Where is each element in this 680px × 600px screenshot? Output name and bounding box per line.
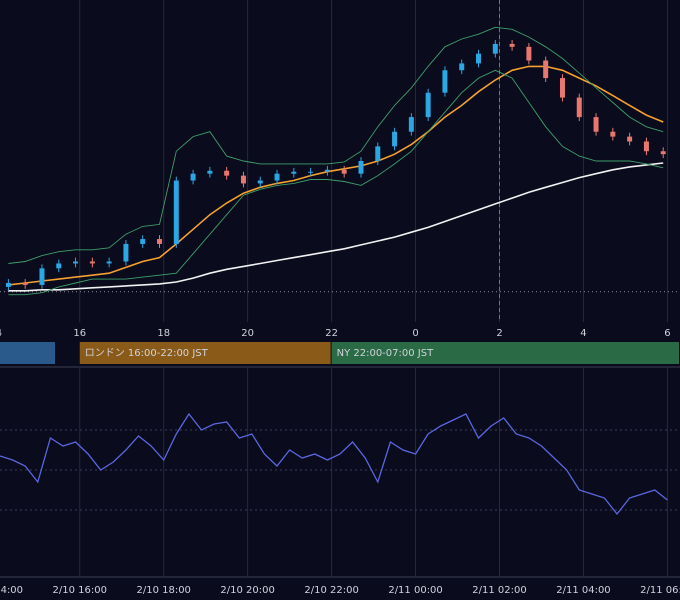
candle-body: [509, 43, 515, 47]
x-tick-label: 18: [157, 328, 170, 339]
candle-body: [224, 170, 230, 176]
x-tick-label: 2/10 14:00: [0, 585, 23, 596]
x-tick-label: 2/10 16:00: [53, 585, 107, 596]
candle-body: [73, 261, 79, 264]
indicator-line: [8, 26, 664, 264]
candle-body: [643, 141, 649, 152]
session-box: [331, 342, 679, 364]
indicator-line: [8, 69, 664, 296]
candle-body: [576, 97, 582, 118]
candle-body: [459, 63, 465, 71]
indicator-line: [8, 162, 664, 292]
candle-body: [157, 239, 163, 244]
x-tick-label: 2/10 22:00: [304, 585, 358, 596]
candle-body: [358, 161, 364, 174]
candle-body: [492, 43, 498, 54]
x-tick-label: 0: [412, 328, 418, 339]
candle-body: [123, 243, 129, 262]
x-tick-label: 2/11 00:00: [388, 585, 442, 596]
candle-body: [425, 92, 431, 118]
candle-body: [375, 146, 381, 161]
candle-body: [392, 131, 398, 147]
candle-body: [543, 60, 549, 79]
candle-body: [291, 171, 297, 174]
session-box: [0, 342, 55, 364]
x-tick-label: 2/11 02:00: [472, 585, 526, 596]
x-tick-label: 2/11 06:00: [640, 585, 680, 596]
session-label: NY 22:00-07:00 JST: [337, 348, 434, 359]
x-tick-label: 20: [241, 328, 254, 339]
candle-body: [89, 261, 95, 264]
candle-body: [190, 173, 196, 181]
candle-body: [5, 282, 11, 287]
candle-body: [274, 173, 280, 181]
candle-body: [106, 261, 112, 264]
candle-body: [173, 180, 179, 244]
candle-body: [660, 151, 666, 155]
x-tick-label: 6: [664, 328, 670, 339]
candle-body: [56, 263, 62, 269]
candle-body: [257, 180, 263, 184]
candle-body: [408, 117, 414, 132]
candle-body: [442, 70, 448, 93]
session-label: ロンドン 16:00-22:00 JST: [85, 348, 209, 359]
oscillator-line: [0, 412, 668, 516]
candle-body: [240, 175, 246, 184]
x-tick-label: 14: [0, 328, 2, 339]
x-tick-label: 4: [580, 328, 586, 339]
candle-body: [22, 282, 28, 285]
x-tick-label: 16: [73, 328, 86, 339]
candle-body: [610, 131, 616, 137]
x-tick-label: 2/11 04:00: [556, 585, 610, 596]
x-tick-label: 2/10 20:00: [220, 585, 274, 596]
candle-body: [341, 169, 347, 174]
candle-body: [559, 78, 565, 98]
candle-body: [39, 268, 45, 285]
candle-body: [308, 171, 314, 173]
candle-body: [593, 117, 599, 132]
session-box: [79, 342, 331, 364]
candle-body: [476, 53, 482, 64]
candle-body: [140, 239, 146, 244]
candle-body: [627, 136, 633, 142]
candle-body: [207, 170, 213, 174]
x-tick-label: 22: [325, 328, 338, 339]
x-tick-label: 2/10 18:00: [136, 585, 190, 596]
candle-body: [324, 169, 330, 172]
candle-body: [526, 46, 532, 61]
x-tick-label: 2: [496, 328, 502, 339]
indicator-line: [8, 65, 664, 286]
